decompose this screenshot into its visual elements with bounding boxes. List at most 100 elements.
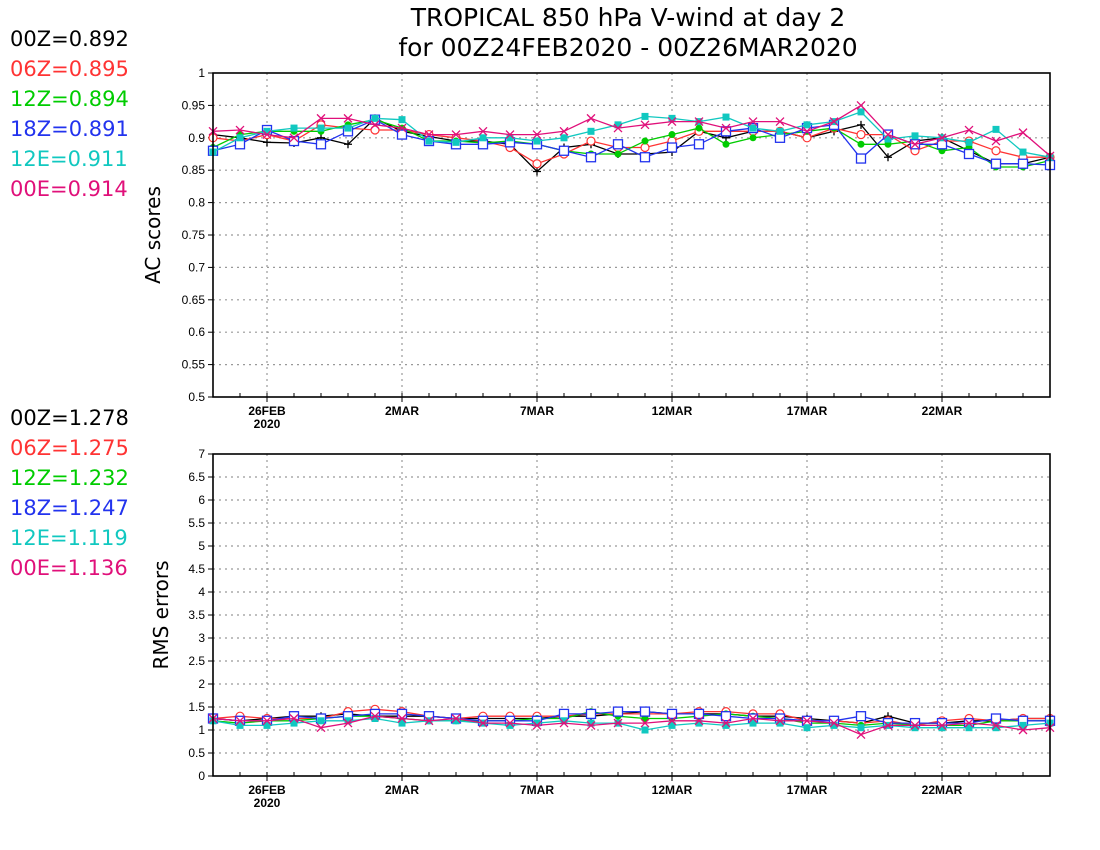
- data-point-18Z: [396, 129, 408, 140]
- data-point-12E: [344, 717, 352, 725]
- data-point-00E: [640, 120, 650, 130]
- y-tick-label: 3.5: [188, 608, 205, 622]
- data-point-00E: [694, 117, 704, 127]
- data-point-18Z: [585, 152, 597, 163]
- y-tick-label: 0.65: [182, 293, 206, 307]
- data-point-18Z: [666, 708, 678, 720]
- y-tick-label: 6.5: [188, 470, 205, 484]
- rms-score-label-4: 12E=1.119: [10, 526, 128, 550]
- data-point-12E: [263, 721, 271, 729]
- data-point-00E: [937, 133, 947, 143]
- data-point-18Z: [855, 711, 867, 722]
- y-tick-label: 1.5: [188, 700, 205, 714]
- data-point-12E: [965, 724, 973, 732]
- y-tick-label: 0.75: [182, 228, 206, 242]
- series-line-12E: [212, 111, 1051, 158]
- data-point-00E: [478, 718, 488, 728]
- data-point-12E: [641, 112, 649, 120]
- x-tick-label: 26FEB: [248, 783, 286, 797]
- data-point-12Z: [614, 150, 622, 158]
- y-tick-label: 0.8: [188, 196, 205, 210]
- series-line-00E: [212, 104, 1051, 157]
- data-point-00E: [1018, 725, 1028, 735]
- data-point-12E: [965, 138, 973, 146]
- data-point-00E: [640, 718, 650, 728]
- rms-score-label-0: 00Z=1.278: [10, 406, 129, 430]
- data-point-00E: [802, 126, 812, 136]
- data-point-00E: [910, 720, 920, 730]
- data-point-00E: [370, 711, 380, 721]
- data-point-00E: [235, 125, 245, 135]
- data-point-12E: [560, 134, 568, 142]
- data-point-12Z: [641, 715, 649, 722]
- data-point-00E: [451, 714, 461, 723]
- data-point-12E: [776, 127, 784, 135]
- x-tick-label: 26FEB: [248, 404, 286, 418]
- data-point-18Z: [990, 713, 1002, 724]
- data-point-00E: [1018, 128, 1028, 138]
- data-point-12E: [803, 121, 811, 129]
- data-point-00E: [505, 130, 515, 140]
- data-point-18Z: [963, 148, 975, 160]
- y-tick-label: 0.6: [188, 325, 205, 339]
- data-point-12E: [452, 717, 460, 725]
- data-point-12E: [344, 124, 352, 132]
- y-tick-label: 2.5: [188, 654, 205, 668]
- y-tick-label: 5.5: [188, 516, 205, 530]
- data-point-12E: [722, 113, 730, 121]
- data-point-00E: [775, 716, 785, 726]
- data-point-18Z: [855, 153, 867, 164]
- y-axis-label: RMS errors: [149, 560, 173, 669]
- y-tick-label: 1: [198, 723, 205, 737]
- data-point-12E: [911, 724, 919, 732]
- ac-scores-panel: 0.5 0.55 0.6 0.65 0.7 0.75 0.8 0.85 0.9 0.95 1 26FE…: [141, 66, 1056, 431]
- ac-score-label-3: 18Z=0.891: [10, 117, 129, 141]
- data-point-12E: [587, 719, 595, 727]
- data-point-00E: [964, 718, 974, 728]
- series-18Z: [207, 114, 1056, 171]
- data-point-18Z: [1017, 158, 1029, 169]
- data-point-12E: [290, 124, 298, 132]
- rms-score-legend: 00Z=1.278 06Z=1.275 12Z=1.232 18Z=1.247 12E=…: [10, 406, 129, 580]
- data-point-18Z: [612, 139, 624, 150]
- data-point-00E: [775, 117, 785, 127]
- data-point-00E: [424, 716, 434, 726]
- data-point-12E: [479, 134, 487, 142]
- plot-frame: [212, 453, 1051, 777]
- x-tick-label: 12MAR: [652, 783, 693, 797]
- data-point-12E: [722, 721, 730, 729]
- data-point-18Z: [288, 135, 300, 147]
- data-point-12E: [749, 124, 757, 132]
- rms-score-label-2: 12Z=1.232: [10, 466, 129, 490]
- series-00E: [208, 100, 1055, 161]
- data-point-06Z: [532, 159, 542, 169]
- data-point-12E: [668, 721, 676, 729]
- data-point-18Z: [558, 145, 570, 156]
- data-point-00E: [343, 113, 353, 123]
- series-12E: [209, 108, 1054, 161]
- data-point-00E: [316, 723, 326, 733]
- y-tick-label: 2: [198, 677, 205, 691]
- rms-score-label-3: 18Z=1.247: [10, 496, 129, 520]
- rms-score-label-1: 06Z=1.275: [10, 436, 129, 460]
- data-point-00E: [667, 117, 677, 127]
- data-point-00E: [856, 730, 866, 740]
- data-point-12E: [695, 719, 703, 727]
- chart-title-line1: TROPICAL 850 hPa V-wind at day 2: [410, 3, 846, 32]
- y-tick-label: 7: [198, 447, 205, 461]
- data-point-18Z: [666, 142, 678, 153]
- series-line-12E: [212, 717, 1051, 731]
- x-tick-label: 2MAR: [385, 404, 419, 418]
- data-point-00E: [532, 720, 542, 730]
- data-point-00E: [505, 718, 515, 728]
- data-point-00E: [397, 714, 407, 723]
- data-point-12E: [884, 135, 892, 143]
- plot-frame: [212, 72, 1051, 398]
- y-tick-label: 4: [198, 585, 205, 599]
- data-point-00E: [991, 720, 1001, 730]
- series-12Z: [209, 116, 1054, 171]
- data-point-00E: [802, 716, 812, 726]
- data-point-12E: [1019, 148, 1027, 156]
- data-point-12E: [506, 721, 514, 729]
